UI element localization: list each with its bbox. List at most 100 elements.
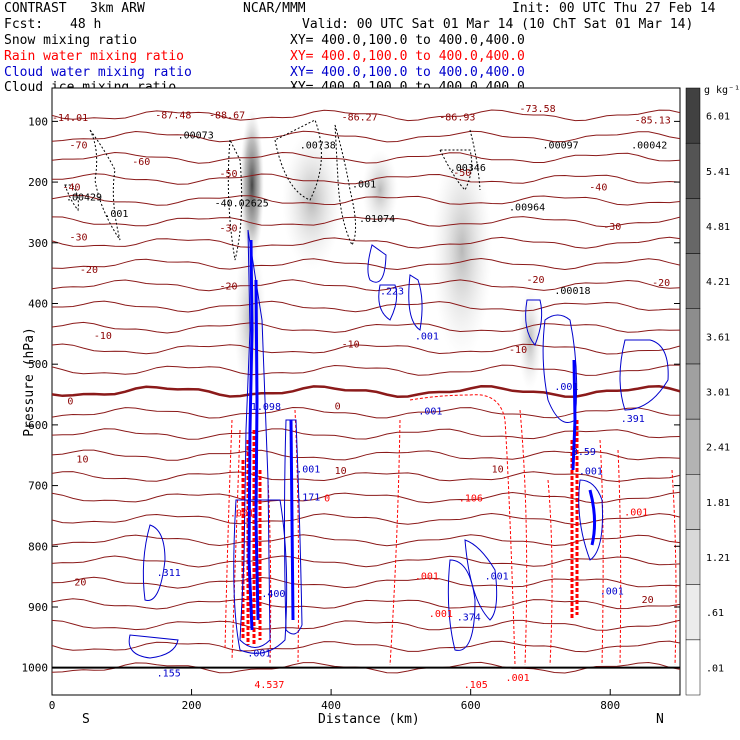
cloud-contour [525,299,543,346]
field-value-label: .00042 [631,140,667,151]
temperature-contour-line [52,471,680,483]
temperature-label: -10 [94,331,112,342]
temperature-label: -50 [453,168,471,179]
cloud-contour [247,239,254,631]
field-value-label: .391 [621,414,645,425]
rain-contour [617,449,622,666]
field-value-label: .001 [247,649,271,660]
temperature-label: -30 [69,233,87,244]
temperature-label: -20 [219,281,237,292]
y-tick-label: 100 [28,115,48,128]
field-value-label: .374 [457,613,481,624]
y-tick-label: 500 [28,358,48,371]
cloud-contour [289,419,295,621]
snow-plume-5 [518,290,542,390]
x-axis-north: N [656,712,664,727]
y-tick-label: 900 [28,601,48,614]
temperature-label: -40 [589,182,607,193]
ice-contour [274,119,322,201]
y-tick-label: 600 [28,419,48,432]
cloud-water-core [247,239,597,631]
colorbar-swatch [685,308,701,365]
colorbar-swatch [685,253,701,309]
forecast-hours: 48 h [70,17,102,32]
temperature-contour-line [52,109,680,122]
temperature-label: -10 [342,340,360,351]
temperature-contour-line [52,640,680,653]
colorbar-label: 1.81 [706,498,730,509]
temperature-contour-line [52,257,680,271]
temperature-contour-line [52,555,680,568]
field-value-label: .001 [600,587,624,598]
colorbar-unit: g kg⁻¹ [704,85,740,96]
field-value-label: 1.098 [251,402,281,413]
legend-snow-xy: XY= 400.0,100.0 to 400.0,400.0 [290,33,525,48]
colorbar-swatch [685,418,701,475]
colorbar-swatch [685,584,701,641]
colorbar-label: .61 [706,608,724,619]
field-value-label: .001 [415,332,439,343]
temperature-contour-line [52,151,680,164]
field-value-label: .155 [157,669,181,680]
colorbar-label: .01 [706,663,724,674]
field-value-label: .001 [230,508,254,519]
x-tick-label: 600 [461,699,481,712]
field-value-label: 4.537 [254,680,284,691]
snow-plume-3 [362,150,398,230]
field-value-label: -86.27 [342,113,378,124]
temperature-label: -30 [603,222,621,233]
field-value-label: .00097 [543,140,579,151]
temperature-contour-line [52,194,680,206]
cloud-contour [408,274,423,331]
rain-contour [294,409,300,663]
x-tick-label: 800 [600,699,620,712]
ice-contour [334,124,356,247]
field-value-label: -88.67 [209,111,245,122]
field-value-label: .001 [554,382,578,393]
temperature-label: -20 [526,275,544,286]
temperature-label: -20 [652,278,670,289]
ice-contour [469,129,481,191]
colorbar-swatch [685,363,701,420]
colorbar-label: 5.41 [706,167,730,178]
legend-rain-label: Rain water mixing ratio [4,49,185,64]
snow-plume-4 [432,140,492,360]
y-tick-label: 300 [28,237,48,250]
field-value-label: 0 [324,494,330,505]
legend-snow-label: Snow mixing ratio [4,33,138,48]
legend-cloud-water-xy: XY= 400.0,100.0 to 400.0,400.0 [290,65,525,80]
field-value-label: .106 [459,494,483,505]
temperature-label: 10 [76,454,88,465]
temperature-label: 0 [67,397,73,408]
field-value-label: 3.59 [572,447,596,458]
cloud-contour [254,279,260,621]
temperature-label: -60 [132,157,150,168]
temperature-contour-line [52,534,680,547]
field-value-label: .001 [429,609,453,620]
temperature-label: 20 [74,577,86,588]
y-tick-label: 200 [28,176,48,189]
temperature-label: -40 [62,182,80,193]
field-value-label: .00738 [300,140,336,151]
contour-labels: -70 -60 -50 -50 -40 -40 -30 -30 -30 -20 -20 -20 -20 -… [52,104,671,691]
field-value-label: -85.13 [635,116,671,127]
x-tick-label: 400 [321,699,341,712]
colorbar-label: 4.81 [706,222,730,233]
field-value-label: .01074 [359,214,395,225]
cloud-contour [367,244,387,283]
plot-content [52,109,680,674]
ice-contour [227,138,243,261]
temperature-contour-line [52,130,680,143]
temperature-contour-line [52,173,680,185]
y-axis-title: Pressure (hPa) [22,327,37,437]
field-value-label: .001 [624,508,648,519]
x-axis-title: Distance (km) [318,712,420,727]
ice-contour [89,129,121,241]
x-tick-label: 0 [49,699,56,712]
rain-contour [224,419,233,651]
organization: NCAR/MMM [243,1,306,16]
field-value-label: .00018 [554,286,590,297]
legend-cloud-water-label: Cloud water mixing ratio [4,65,192,80]
